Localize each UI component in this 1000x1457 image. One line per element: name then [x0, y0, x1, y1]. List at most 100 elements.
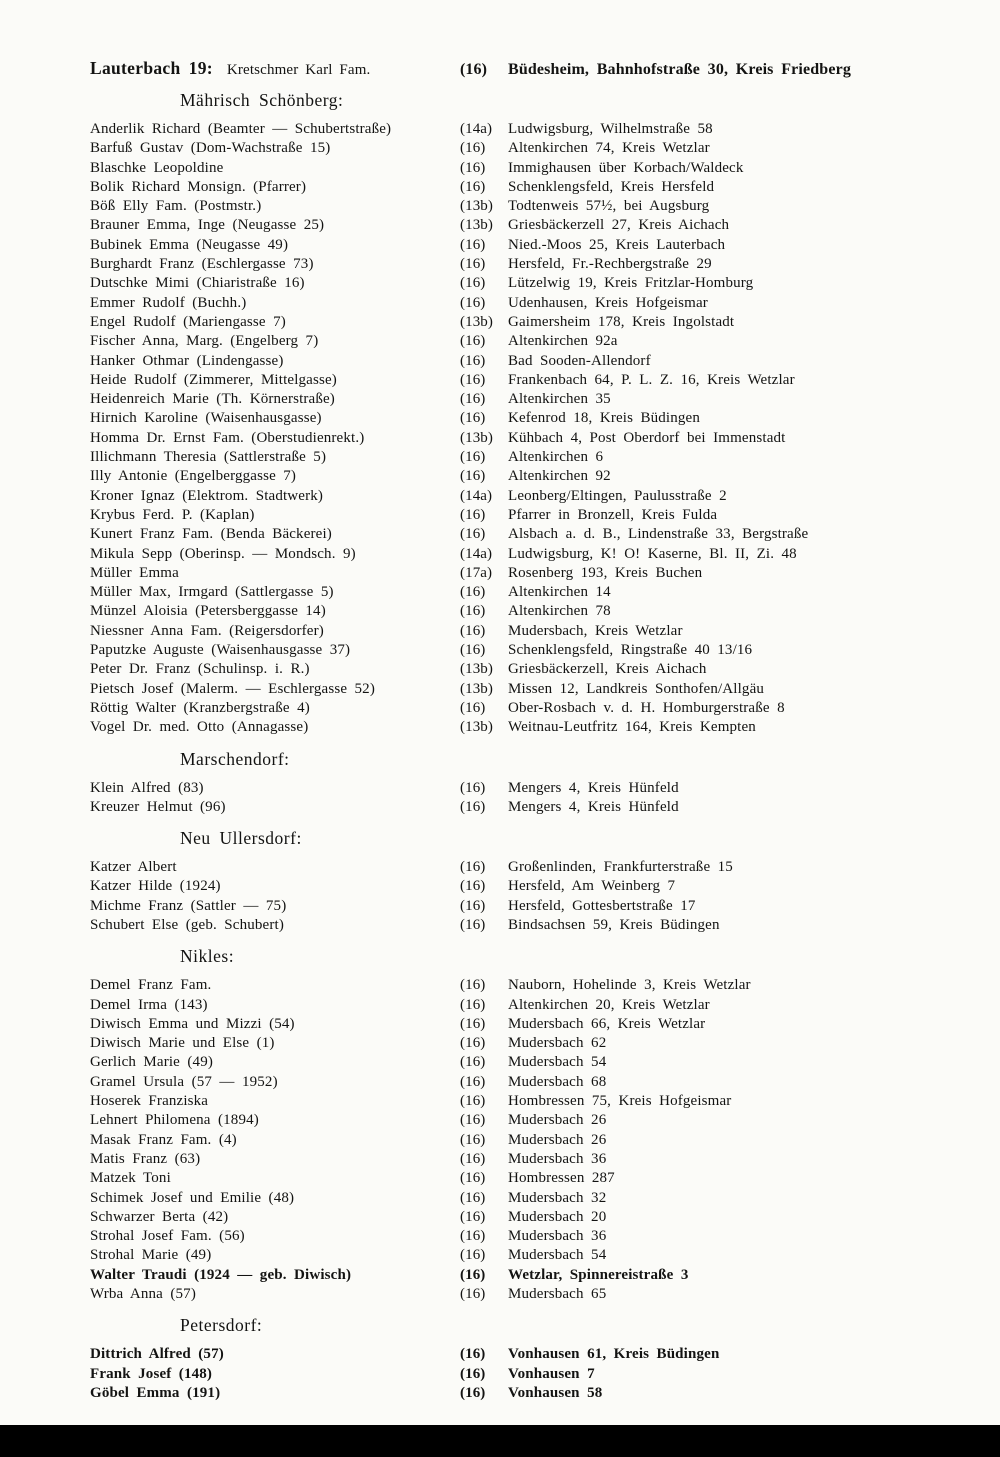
directory-entry: Müller Emma (17a) Rosenberg 193, Kreis B… [90, 564, 958, 583]
entry-address: Großenlinden, Frankfurterstraße 15 [508, 859, 733, 876]
entry-zone: (16) [460, 1073, 486, 1090]
entry-name: Krybus Ferd. P. (Kaplan) [90, 506, 255, 523]
entry-zone: (16) [460, 996, 486, 1013]
entry-zone: (13b) [460, 680, 493, 697]
entry-address: Vonhausen 7 [508, 1365, 595, 1382]
directory-entry: Dutschke Mimi (Chiaristraße 16) (16) Lüt… [90, 274, 958, 293]
entry-zone: (16) [460, 916, 486, 933]
section: Mährisch Schönberg: Anderlik Richard (Be… [90, 90, 958, 738]
entry-name: Dittrich Alfred (57) [90, 1346, 224, 1363]
entry-zone: (16) [460, 1228, 486, 1245]
directory-entry: Burghardt Franz (Eschlergasse 73) (16) H… [90, 255, 958, 274]
directory-entry: Göbel Emma (191) (16) Vonhausen 58 [90, 1384, 958, 1403]
directory-entry: Lehnert Philomena (1894) (16) Mudersbach… [90, 1111, 958, 1130]
entry-zone: (13b) [460, 719, 493, 736]
entry-address: Altenkirchen 6 [508, 449, 604, 466]
entry-name: Barfuß Gustav (Dom-Wachstraße 15) [90, 140, 331, 157]
directory-entry: Frank Josef (148) (16) Vonhausen 7 [90, 1365, 958, 1384]
directory-entry: Michme Franz (Sattler — 75) (16) Hersfel… [90, 897, 958, 916]
entry-address: Mudersbach 32 [508, 1189, 607, 1206]
entry-name: Vogel Dr. med. Otto (Annagasse) [90, 719, 309, 736]
entry-name: Matis Franz (63) [90, 1150, 201, 1167]
entry-zone: (16) [460, 1384, 486, 1401]
entry-zone: (16) [460, 798, 486, 815]
header-name-cell: Lauterbach 19: Kretschmer Karl Fam. [90, 58, 460, 79]
entry-address: Kühbach 4, Post Oberdorf bei Immenstadt [508, 429, 786, 446]
entry-name: Klein Alfred (83) [90, 779, 204, 796]
entry-zone: (14a) [460, 487, 493, 504]
entry-address: Griesbäckerzell 27, Kreis Aichach [508, 217, 730, 234]
directory-entry: Kreuzer Helmut (96) (16) Mengers 4, Krei… [90, 798, 958, 817]
entry-name: Walter Traudi (1924 — geb. Diwisch) [90, 1266, 352, 1283]
entry-name: Illichmann Theresia (Sattlerstraße 5) [90, 449, 327, 466]
entry-address: Gaimersheim 178, Kreis Ingolstadt [508, 313, 735, 330]
directory-entry: Kunert Franz Fam. (Benda Bäckerei) (16) … [90, 525, 958, 544]
entry-name: Niessner Anna Fam. (Reigersdorfer) [90, 622, 324, 639]
sections: Mährisch Schönberg: Anderlik Richard (Be… [90, 90, 958, 1403]
entry-name: Diwisch Emma und Mizzi (54) [90, 1015, 295, 1032]
entry-address: Altenkirchen 74, Kreis Wetzlar [508, 140, 710, 157]
entry-name: Homma Dr. Ernst Fam. (Oberstudienrekt.) [90, 429, 365, 446]
directory-entry: Demel Franz Fam. (16) Nauborn, Hohelinde… [90, 976, 958, 995]
entry-address: Bindsachsen 59, Kreis Büdingen [508, 916, 720, 933]
entry-zone: (17a) [460, 564, 493, 581]
directory-entry: Paputzke Auguste (Waisenhausgasse 37) (1… [90, 641, 958, 660]
entry-name: Demel Irma (143) [90, 996, 208, 1013]
directory-entry: Strohal Marie (49) (16) Mudersbach 54 [90, 1246, 958, 1265]
directory-entry: Krybus Ferd. P. (Kaplan) (16) Pfarrer in… [90, 506, 958, 525]
entry-address: Hersfeld, Am Weinberg 7 [508, 878, 676, 895]
page-content: Lauterbach 19: Kretschmer Karl Fam. (16) … [90, 58, 958, 1403]
section-entries: Klein Alfred (83) (16) Mengers 4, Kreis … [90, 779, 958, 818]
entry-zone: (16) [460, 1247, 486, 1264]
directory-entry: Böß Elly Fam. (Postmstr.) (13b) Todtenwe… [90, 197, 958, 216]
directory-entry: Gramel Ursula (57 — 1952) (16) Mudersbac… [90, 1073, 958, 1092]
directory-entry: Bolik Richard Monsign. (Pfarrer) (16) Sc… [90, 178, 958, 197]
entry-zone: (16) [460, 371, 486, 388]
entry-address: Mudersbach 62 [508, 1035, 607, 1052]
entry-address: Mudersbach 36 [508, 1150, 607, 1167]
entry-address: Hersfeld, Gottesbertstraße 17 [508, 897, 696, 914]
entry-address: Weitnau-Leutfritz 164, Kreis Kempten [508, 719, 756, 736]
entry-zone: (13b) [460, 198, 493, 215]
entry-address: Hombressen 75, Kreis Hofgeismar [508, 1093, 732, 1110]
directory-entry: Strohal Josef Fam. (56) (16) Mudersbach … [90, 1227, 958, 1246]
entry-address: Todtenweis 57½, bei Augsburg [508, 198, 710, 215]
entry-name: Müller Max, Irmgard (Sattlergasse 5) [90, 584, 334, 601]
entry-zone: (16) [460, 699, 486, 716]
directory-entry: Vogel Dr. med. Otto (Annagasse) (13b) We… [90, 718, 958, 737]
page-header-entry: Lauterbach 19: Kretschmer Karl Fam. (16) … [90, 58, 958, 79]
entry-address: Missen 12, Landkreis Sonthofen/Allgäu [508, 680, 765, 697]
entry-name: Kroner Ignaz (Elektrom. Stadtwerk) [90, 487, 324, 504]
entry-address: Hombressen 287 [508, 1170, 615, 1187]
directory-entry: Hirnich Karoline (Waisenhausgasse) (16) … [90, 409, 958, 428]
entry-address: Mudersbach 68 [508, 1073, 607, 1090]
entry-zone: (16) [460, 275, 486, 292]
entry-zone: (13b) [460, 217, 493, 234]
scan-edge-artifact [0, 1425, 1000, 1457]
entry-zone: (16) [460, 1286, 486, 1303]
entry-name: Fischer Anna, Marg. (Engelberg 7) [90, 333, 319, 350]
directory-entry: Hoserek Franziska (16) Hombressen 75, Kr… [90, 1092, 958, 1111]
directory-entry: Heidenreich Marie (Th. Körnerstraße) (16… [90, 390, 958, 409]
entry-address: Mudersbach 54 [508, 1054, 607, 1071]
directory-entry: Brauner Emma, Inge (Neugasse 25) (13b) G… [90, 216, 958, 235]
entry-name: Heide Rudolf (Zimmerer, Mittelgasse) [90, 371, 337, 388]
entry-address: Mengers 4, Kreis Hünfeld [508, 779, 679, 796]
entry-zone: (16) [460, 1346, 486, 1363]
entry-zone: (16) [460, 1054, 486, 1071]
entry-address: Udenhausen, Kreis Hofgeismar [508, 294, 708, 311]
entry-address: Ludwigsburg, K! O! Kaserne, Bl. II, Zi. … [508, 545, 797, 562]
entry-name: Dutschke Mimi (Chiaristraße 16) [90, 275, 305, 292]
entry-name: Schwarzer Berta (42) [90, 1208, 229, 1225]
section-title: Neu Ullersdorf: [180, 828, 302, 849]
entry-address: Altenkirchen 92a [508, 333, 618, 350]
entry-zone: (16) [460, 642, 486, 659]
entry-zone: (16) [460, 140, 486, 157]
entry-zone: (16) [460, 1035, 486, 1052]
section-entries: Katzer Albert (16) Großenlinden, Frankfu… [90, 858, 958, 935]
entry-zone: (16) [460, 1150, 486, 1167]
section-title: Nikles: [180, 946, 235, 967]
entry-address: Altenkirchen 78 [508, 603, 611, 620]
entry-address: Mudersbach 54 [508, 1247, 607, 1264]
entry-address: Ober-Rosbach v. d. H. Homburgerstraße 8 [508, 699, 785, 716]
